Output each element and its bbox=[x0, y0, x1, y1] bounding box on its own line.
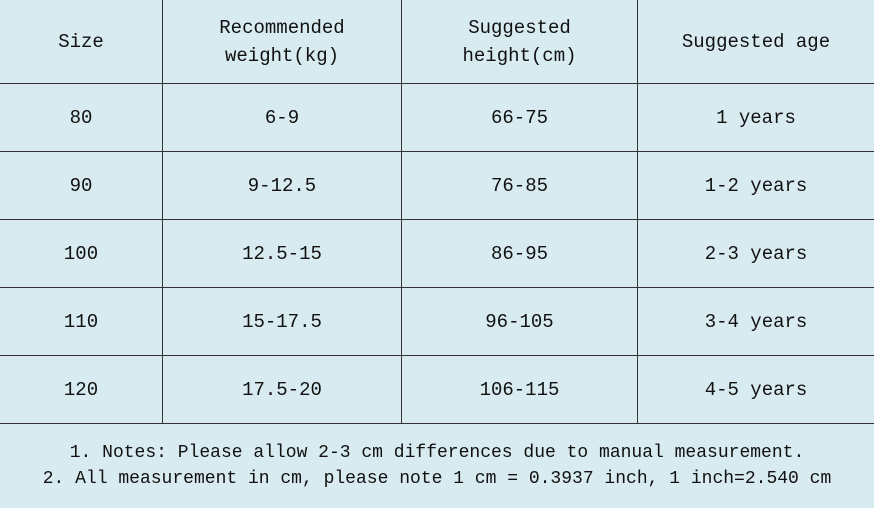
cell-text: 86-95 bbox=[490, 242, 548, 265]
cell-text: 6-9 bbox=[264, 106, 300, 129]
cell-text: 100 bbox=[63, 242, 99, 265]
header-cell: Size bbox=[0, 0, 163, 84]
header-text: weight(kg) bbox=[224, 44, 340, 67]
table-cell: 76-85 bbox=[402, 152, 638, 220]
cell-text: 3-4 years bbox=[704, 310, 808, 333]
cell-text: 15-17.5 bbox=[242, 310, 322, 333]
header-text: height(cm) bbox=[462, 44, 577, 67]
notes: 1. Notes: Please allow 2-3 cm difference… bbox=[0, 424, 874, 508]
header-text: Recommended bbox=[219, 16, 345, 39]
header-text: Suggested age bbox=[681, 30, 831, 53]
table-cell: 96-105 bbox=[402, 288, 638, 356]
table-cell: 3-4 years bbox=[638, 288, 874, 356]
table-cell: 66-75 bbox=[402, 84, 638, 152]
cell-text: 12.5-15 bbox=[242, 242, 322, 265]
table-cell: 12.5-15 bbox=[163, 220, 402, 288]
cell-text: 2-3 years bbox=[704, 242, 808, 265]
header-cell: Suggested age bbox=[638, 0, 874, 84]
table-cell: 86-95 bbox=[402, 220, 638, 288]
table-cell: 120 bbox=[0, 356, 163, 424]
cell-text: 66-75 bbox=[490, 106, 548, 129]
cell-text: 96-105 bbox=[485, 310, 554, 333]
table-cell: 110 bbox=[0, 288, 163, 356]
header-text: Size bbox=[58, 30, 104, 53]
note-line: 2. All measurement in cm, please note 1 … bbox=[42, 469, 832, 489]
header-cell: Suggested height(cm) bbox=[402, 0, 638, 84]
cell-text: 17.5-20 bbox=[242, 378, 322, 401]
cell-text: 110 bbox=[63, 310, 99, 333]
table-cell: 1-2 years bbox=[638, 152, 874, 220]
table-cell: 1 years bbox=[638, 84, 874, 152]
cell-text: 9-12.5 bbox=[247, 174, 317, 197]
table-cell: 2-3 years bbox=[638, 220, 874, 288]
table-cell: 4-5 years bbox=[638, 356, 874, 424]
table-cell: 15-17.5 bbox=[163, 288, 402, 356]
cell-text: 4-5 years bbox=[704, 378, 808, 401]
table-cell: 17.5-20 bbox=[163, 356, 402, 424]
cell-text: 106-115 bbox=[479, 378, 560, 401]
table-cell: 90 bbox=[0, 152, 163, 220]
header-text: Suggested bbox=[468, 16, 571, 39]
header-cell: Recommended weight(kg) bbox=[163, 0, 402, 84]
cell-text: 1 years bbox=[716, 106, 796, 129]
cell-text: 1-2 years bbox=[704, 174, 808, 197]
table-cell: 100 bbox=[0, 220, 163, 288]
table-cell: 106-115 bbox=[402, 356, 638, 424]
cell-text: 76-85 bbox=[490, 174, 548, 197]
cell-text: 90 bbox=[69, 174, 93, 197]
table-cell: 80 bbox=[0, 84, 163, 152]
cell-text: 80 bbox=[69, 106, 93, 129]
note-line: 1. Notes: Please allow 2-3 cm difference… bbox=[69, 443, 805, 463]
cell-text: 120 bbox=[63, 378, 99, 401]
table-cell: 9-12.5 bbox=[163, 152, 402, 220]
table-cell: 6-9 bbox=[163, 84, 402, 152]
